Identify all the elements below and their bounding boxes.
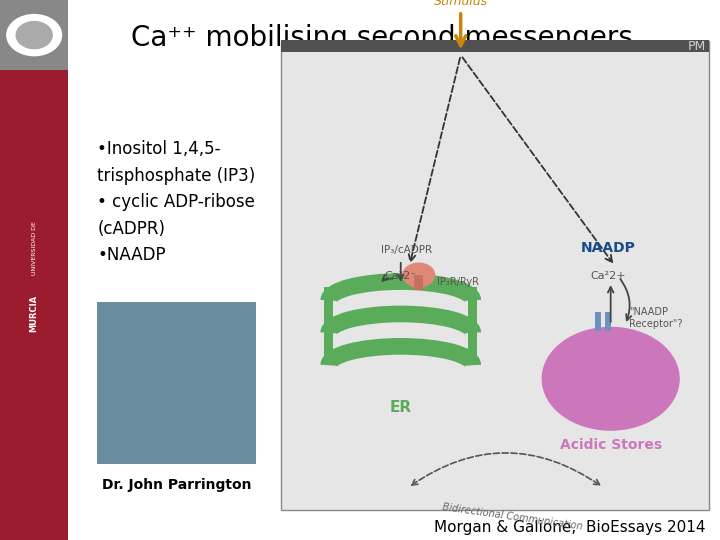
Bar: [415, 274, 423, 289]
Text: Morgan & Galione,  BioEssays 2014: Morgan & Galione, BioEssays 2014: [434, 519, 706, 535]
Bar: [97, 302, 256, 464]
Text: IP₃/cADPR: IP₃/cADPR: [380, 245, 432, 255]
Bar: [605, 312, 611, 331]
Text: "NAADP
Receptor"?: "NAADP Receptor"?: [629, 307, 682, 328]
Text: Dr. John Parrington: Dr. John Parrington: [102, 478, 251, 492]
Bar: [595, 312, 601, 331]
Bar: [325, 287, 333, 365]
Text: Stimulus: Stimulus: [433, 0, 487, 8]
Text: MURCIA: MURCIA: [30, 295, 39, 332]
Bar: [281, 40, 709, 510]
Text: Ca²2+: Ca²2+: [590, 272, 626, 281]
Text: ER: ER: [390, 400, 412, 415]
Bar: [0, 0, 68, 540]
Text: IP₃R/RyR: IP₃R/RyR: [437, 276, 479, 287]
Bar: [469, 287, 477, 365]
Text: •Inositol 1,4,5-
trisphosphate (IP3)
• cyclic ADP-ribose
(cADPR)
•NAADP: •Inositol 1,4,5- trisphosphate (IP3) • c…: [97, 140, 256, 264]
Text: Bidirectional Communication: Bidirectional Communication: [442, 502, 584, 532]
Text: NAADP: NAADP: [580, 241, 635, 255]
Circle shape: [17, 22, 53, 49]
Text: PM: PM: [688, 40, 706, 53]
Text: Ca²2⁻: Ca²2⁻: [384, 272, 416, 281]
Text: UNIVERSIDAD DE: UNIVERSIDAD DE: [32, 221, 37, 275]
Text: Acidic Stores: Acidic Stores: [559, 438, 662, 452]
Circle shape: [403, 263, 435, 287]
Circle shape: [7, 15, 62, 56]
Circle shape: [542, 327, 679, 430]
Text: Ca⁺⁺ mobilising second messengers: Ca⁺⁺ mobilising second messengers: [130, 24, 633, 52]
Bar: [0, 0, 68, 70]
Bar: [281, 40, 709, 52]
